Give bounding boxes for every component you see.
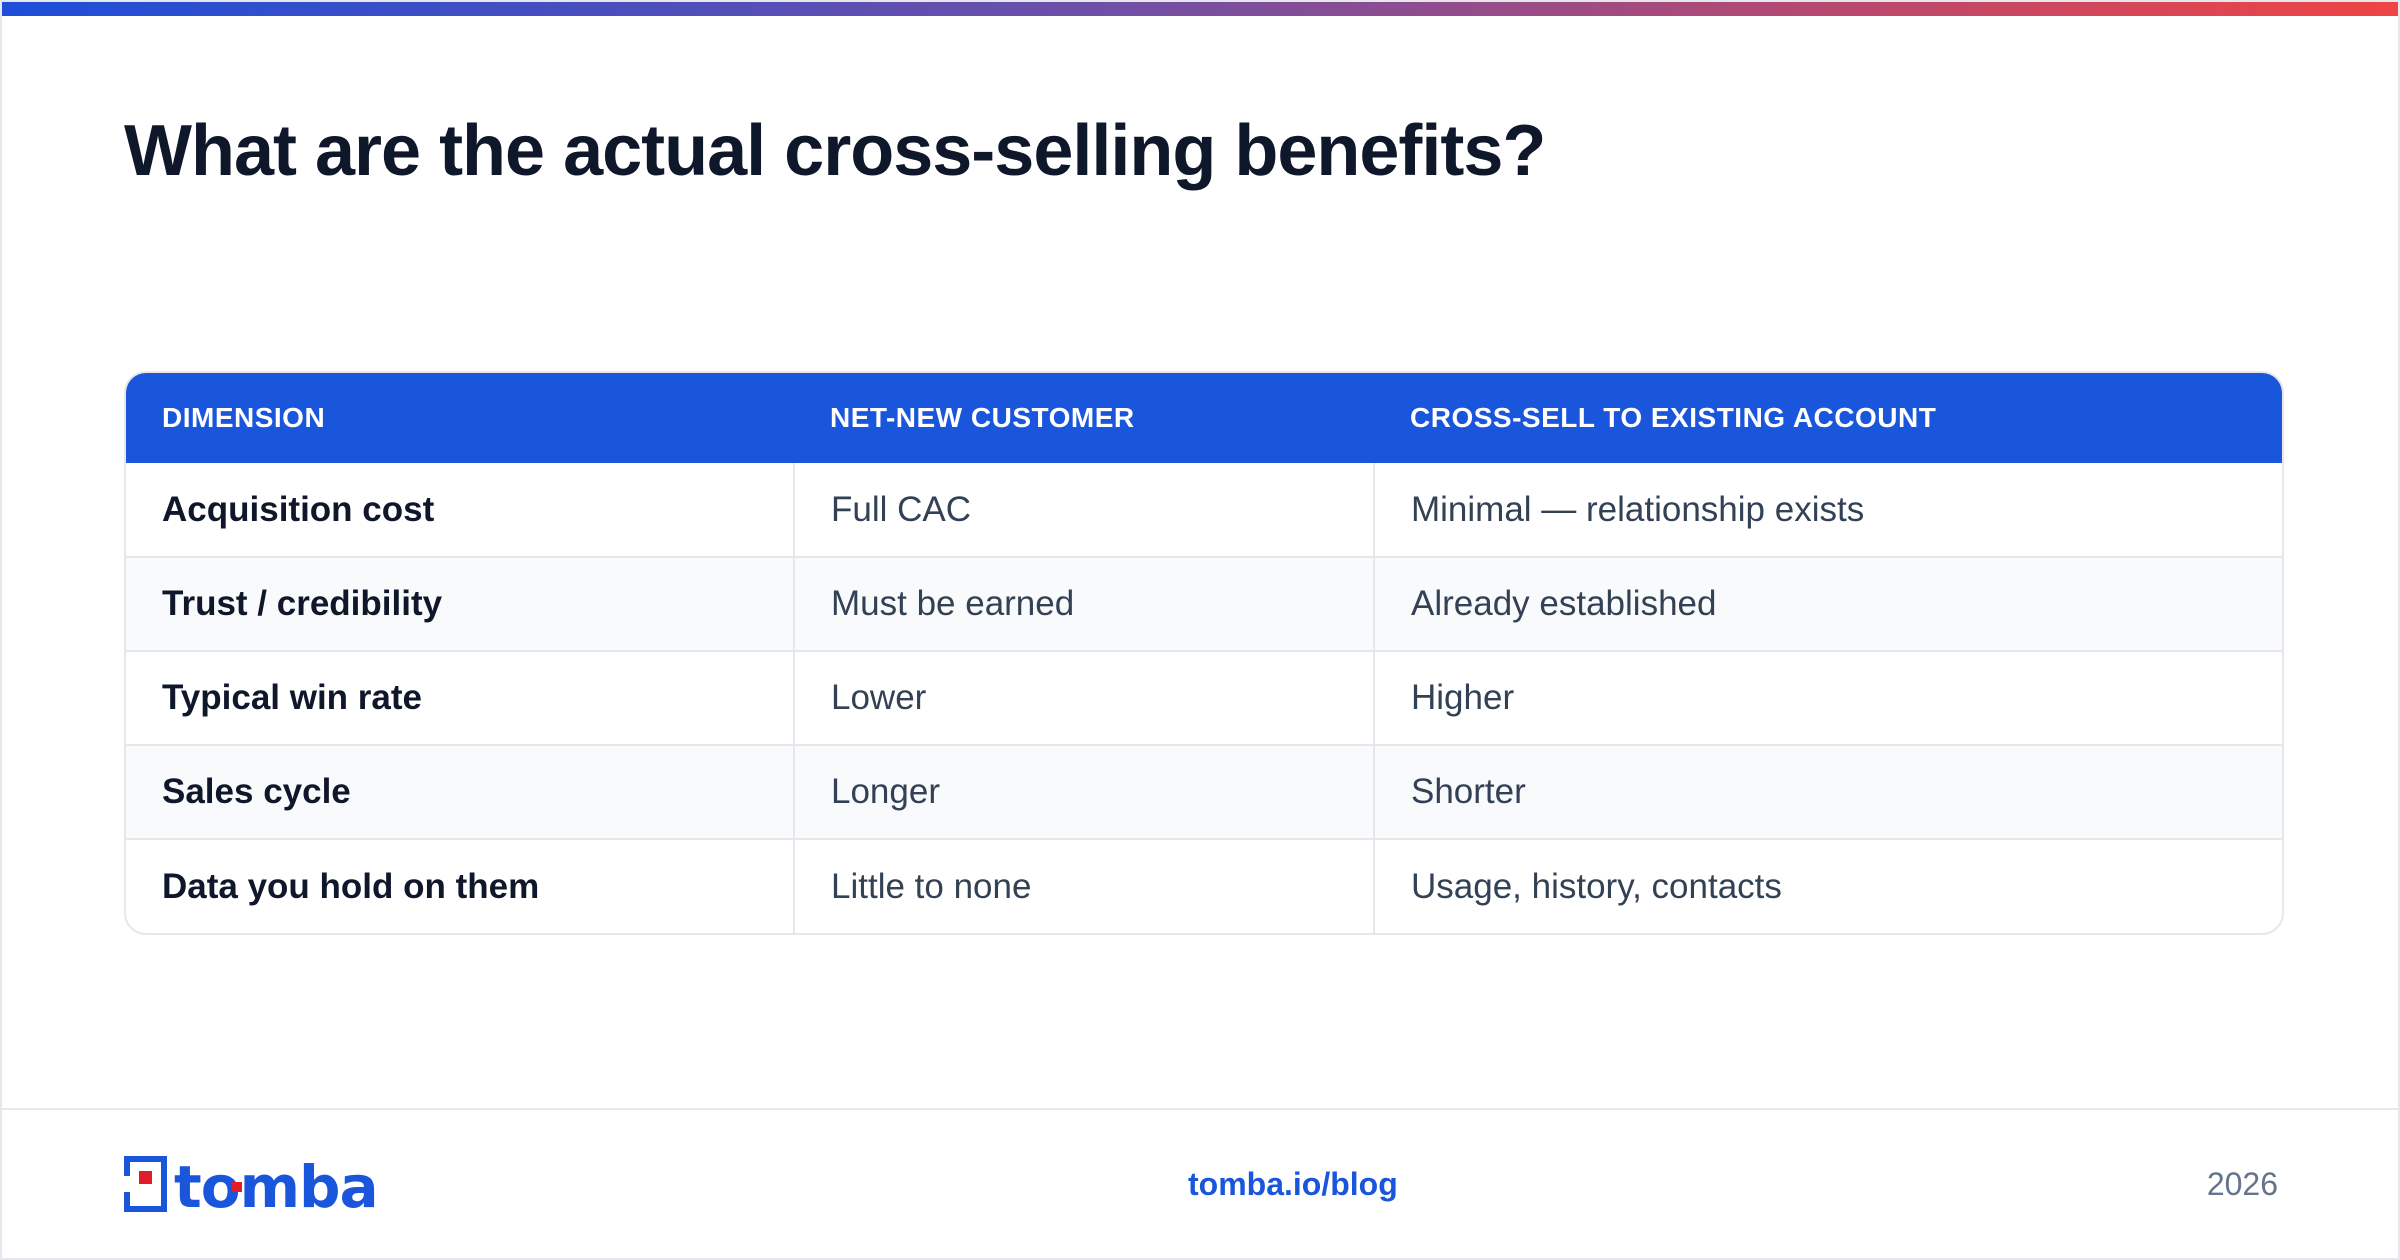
cross-sell-value: Already established xyxy=(1373,556,2282,651)
table-header-row: DIMENSION NET-NEW CUSTOMER CROSS-SELL TO… xyxy=(126,373,2282,463)
row-label: Sales cycle xyxy=(126,744,794,839)
net-new-value: Little to none xyxy=(793,838,1374,933)
table-row: Data you hold on them Little to none Usa… xyxy=(126,838,2282,933)
svg-text:tomba: tomba xyxy=(174,1156,378,1212)
table-row: Typical win rate Lower Higher xyxy=(126,650,2282,745)
footer-divider xyxy=(2,1108,2398,1110)
row-label: Typical win rate xyxy=(126,650,794,745)
comparison-table: DIMENSION NET-NEW CUSTOMER CROSS-SELL TO… xyxy=(124,371,2284,935)
top-gradient-bar xyxy=(2,2,2398,16)
row-label: Trust / credibility xyxy=(126,556,794,651)
net-new-value: Lower xyxy=(793,650,1374,745)
row-label: Data you hold on them xyxy=(126,838,794,933)
cross-sell-value: Shorter xyxy=(1373,744,2282,839)
table-row: Sales cycle Longer Shorter xyxy=(126,744,2282,839)
table-row: Acquisition cost Full CAC Minimal — rela… xyxy=(126,463,2282,557)
header-dimension: DIMENSION xyxy=(162,402,326,433)
blog-link[interactable]: tomba.io/blog xyxy=(1188,1166,1398,1202)
tomba-logo[interactable]: tomba xyxy=(124,1156,384,1212)
net-new-value: Must be earned xyxy=(793,556,1374,651)
net-new-value: Longer xyxy=(793,744,1374,839)
footer-year: 2026 xyxy=(2206,1166,2278,1202)
table-row: Trust / credibility Must be earned Alrea… xyxy=(126,556,2282,651)
page-title: What are the actual cross-selling benefi… xyxy=(124,111,1546,191)
row-label: Acquisition cost xyxy=(162,489,435,529)
header-net-new-customer: NET-NEW CUSTOMER xyxy=(830,402,1135,433)
tomba-logo-icon: tomba xyxy=(124,1156,379,1212)
cross-sell-value: Minimal — relationship exists xyxy=(1373,463,2282,557)
header-cross-sell: CROSS-SELL TO EXISTING ACCOUNT xyxy=(1410,402,1937,433)
cross-sell-value: Higher xyxy=(1373,650,2282,745)
cross-sell-value: Usage, history, contacts xyxy=(1373,838,2282,933)
net-new-value: Full CAC xyxy=(793,463,1374,557)
